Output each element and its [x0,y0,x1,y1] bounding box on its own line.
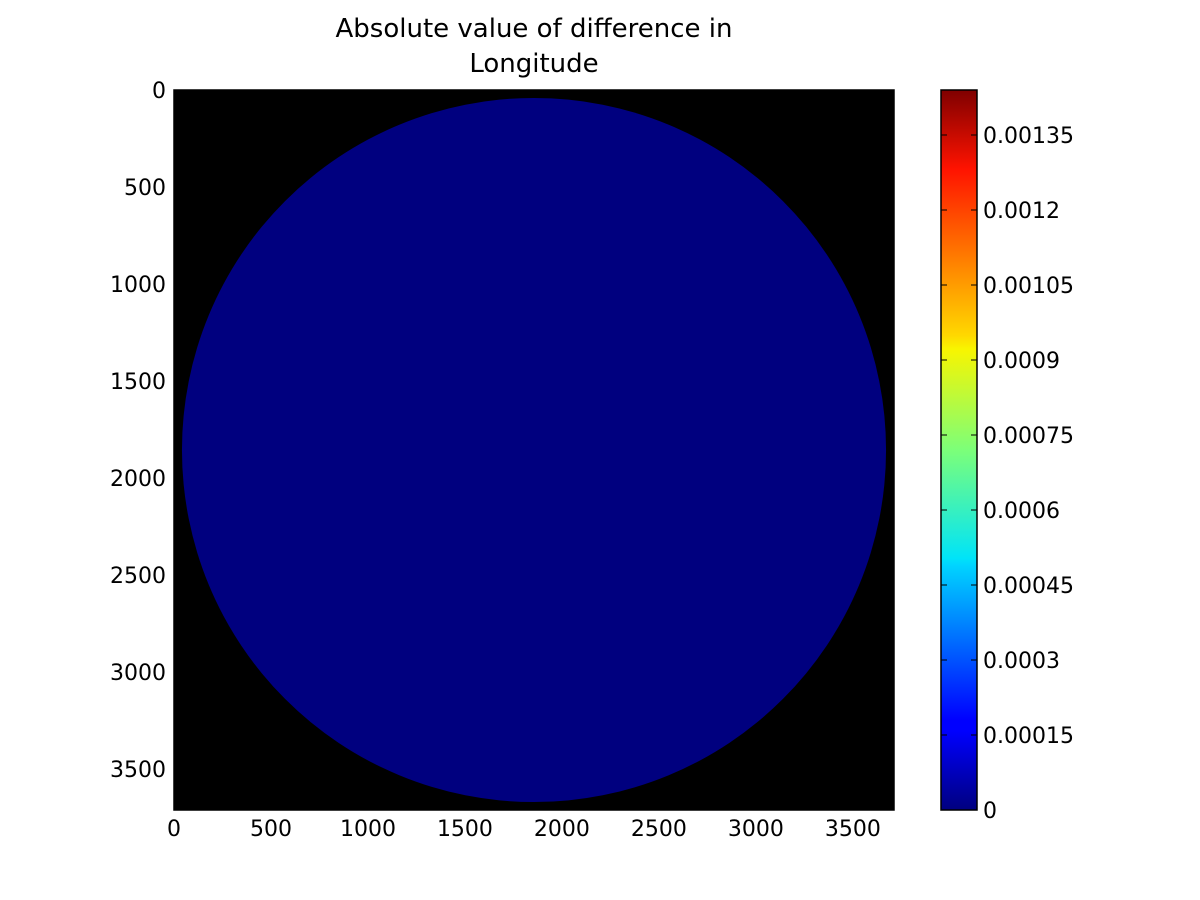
colorbar-tick-label: 0.00135 [983,124,1074,149]
colorbar-ticks: 0 0.00015 0.0003 0.00045 0.0006 0.00075 0.0009… [941,124,1074,824]
colorbar-tick-label: 0.00015 [983,724,1074,749]
colorbar-tick-label: 0.00105 [983,274,1074,299]
y-tick-label: 3000 [110,661,166,686]
x-tick-label: 1500 [437,817,493,842]
colorbar-tick-label: 0.0006 [983,499,1060,524]
chart-title-line-2: Longitude [469,49,598,79]
y-tick-label: 2500 [110,564,166,589]
x-tick-label: 2500 [631,817,687,842]
y-tick-label: 1500 [110,370,166,395]
colorbar-tick-label: 0 [983,799,997,824]
colorbar-tick-label: 0.00045 [983,574,1074,599]
y-tick-label: 1000 [110,273,166,298]
colorbar-frame [940,89,978,811]
colorbar-gradient [941,90,977,810]
x-axis-ticks: 0 500 1000 1500 2000 2500 3000 3500 [167,90,881,842]
plot-area [174,90,894,810]
chart-title-line-1: Absolute value of difference in [336,14,733,44]
x-tick-label: 0 [167,817,181,842]
y-axis-ticks: 0 500 1000 1500 2000 2500 3000 3500 [110,79,894,783]
y-tick-label: 500 [124,176,166,201]
x-tick-label: 3000 [728,817,784,842]
y-tick-label: 3500 [110,758,166,783]
y-tick-label: 2000 [110,467,166,492]
x-tick-label: 1000 [340,817,396,842]
colorbar-tick-label: 0.00075 [983,424,1074,449]
colorbar-tick-label: 0.0003 [983,649,1060,674]
x-tick-label: 2000 [534,817,590,842]
y-tick-label: 0 [152,79,166,104]
x-tick-label: 500 [250,817,292,842]
colorbar-tick-label: 0.0009 [983,349,1060,374]
plot-frame [173,89,895,811]
colorbar-tick-label: 0.0012 [983,199,1060,224]
data-disk [181,97,887,803]
x-tick-label: 3500 [825,817,881,842]
